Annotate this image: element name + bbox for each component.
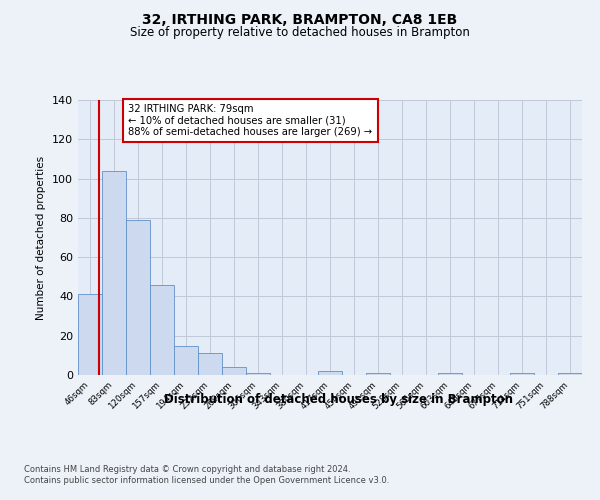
Bar [198,354,222,375]
Bar [366,373,390,375]
Text: Contains public sector information licensed under the Open Government Licence v3: Contains public sector information licen… [24,476,389,485]
Bar [222,367,246,375]
Bar [438,373,462,375]
Bar [150,284,174,375]
Y-axis label: Number of detached properties: Number of detached properties [37,156,46,320]
Bar [102,170,126,375]
Text: 32 IRTHING PARK: 79sqm
← 10% of detached houses are smaller (31)
88% of semi-det: 32 IRTHING PARK: 79sqm ← 10% of detached… [128,104,373,138]
Bar [558,373,582,375]
Text: Size of property relative to detached houses in Brampton: Size of property relative to detached ho… [130,26,470,39]
Bar [174,346,198,375]
Bar [126,220,150,375]
Bar [510,373,534,375]
Text: Distribution of detached houses by size in Brampton: Distribution of detached houses by size … [164,392,514,406]
Bar [78,294,102,375]
Bar [246,373,270,375]
Text: Contains HM Land Registry data © Crown copyright and database right 2024.: Contains HM Land Registry data © Crown c… [24,465,350,474]
Text: 32, IRTHING PARK, BRAMPTON, CA8 1EB: 32, IRTHING PARK, BRAMPTON, CA8 1EB [142,12,458,26]
Bar [318,371,342,375]
